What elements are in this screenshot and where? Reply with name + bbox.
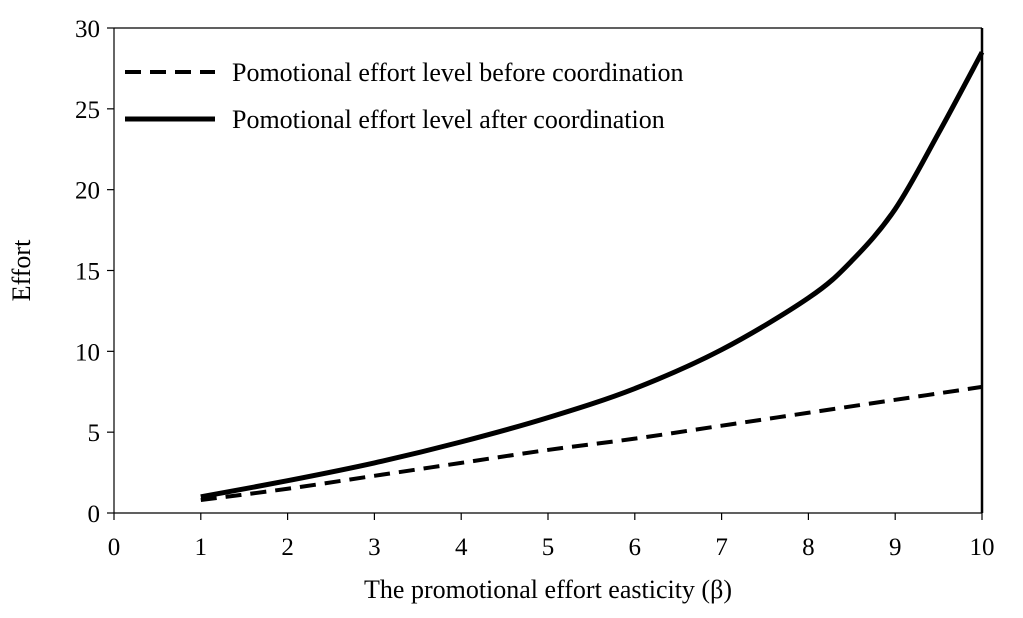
x-tick-label: 0 — [108, 534, 121, 561]
x-tick-label: 5 — [542, 534, 555, 561]
series-line-after — [200, 51, 985, 500]
y-axis-title: Effort — [7, 239, 36, 301]
x-axis-title: The promotional effort easticity (β) — [364, 575, 732, 604]
y-axis-ticks: 0 5 10 15 20 25 30 — [75, 16, 114, 528]
x-tick-label: 6 — [629, 534, 642, 561]
x-axis-ticks: 0 1 2 3 4 5 6 7 8 9 10 — [108, 513, 995, 561]
x-tick-label: 4 — [455, 534, 468, 561]
y-tick-label: 0 — [88, 501, 101, 528]
y-tick-label: 15 — [75, 259, 100, 286]
x-tick-label: 7 — [715, 534, 728, 561]
x-tick-label: 8 — [802, 534, 815, 561]
y-tick-label: 25 — [75, 97, 100, 124]
x-tick-label: 9 — [889, 534, 902, 561]
y-tick-label: 10 — [75, 339, 100, 366]
legend-label-after: Pomotional effort level after coordinati… — [232, 105, 665, 134]
series-layer — [200, 51, 985, 503]
y-tick-label: 30 — [75, 16, 100, 43]
x-tick-label: 2 — [281, 534, 294, 561]
legend: Pomotional effort level before coordinat… — [125, 58, 684, 134]
x-tick-label: 10 — [970, 534, 995, 561]
y-tick-label: 5 — [88, 420, 101, 447]
axes — [113, 27, 984, 514]
y-tick-label: 20 — [75, 178, 100, 205]
series-line-before — [200, 384, 983, 503]
x-tick-label: 3 — [368, 534, 381, 561]
legend-label-before: Pomotional effort level before coordinat… — [232, 58, 684, 87]
x-tick-label: 1 — [195, 534, 208, 561]
